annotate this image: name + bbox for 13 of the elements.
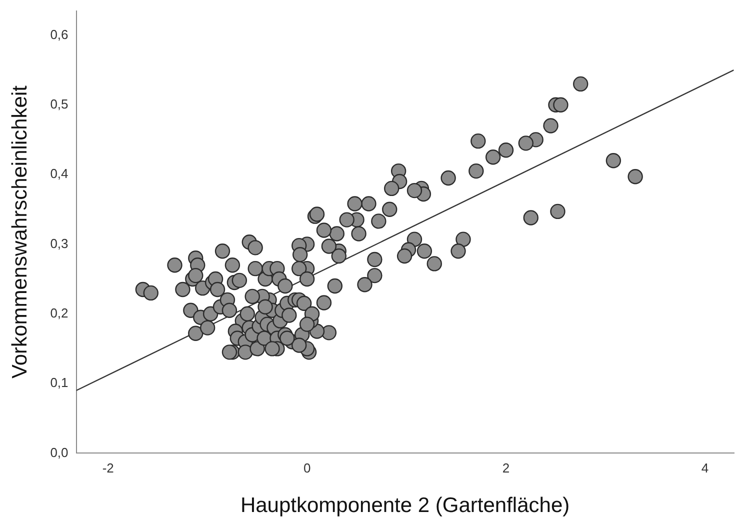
y-axis-title: Vorkommenswahrscheinlichkeit: [8, 85, 32, 378]
y-tick-label: 0,0: [50, 444, 68, 460]
x-tick-label: -2: [102, 460, 114, 476]
y-tick-label: 0,4: [50, 166, 68, 182]
y-tick-label: 0,6: [50, 26, 68, 42]
y-tick-label: 0,5: [50, 96, 68, 112]
x-axis-title: Hauptkomponente 2 (Gartenfläche): [240, 494, 570, 518]
y-tick-label: 0,3: [50, 236, 68, 251]
x-tick-label: 0: [303, 460, 311, 476]
y-tick-label: 0,1: [50, 375, 68, 390]
x-tick-label: 2: [502, 460, 510, 476]
x-tick-label: 4: [701, 460, 709, 476]
y-tick-label: 0,2: [50, 305, 68, 320]
